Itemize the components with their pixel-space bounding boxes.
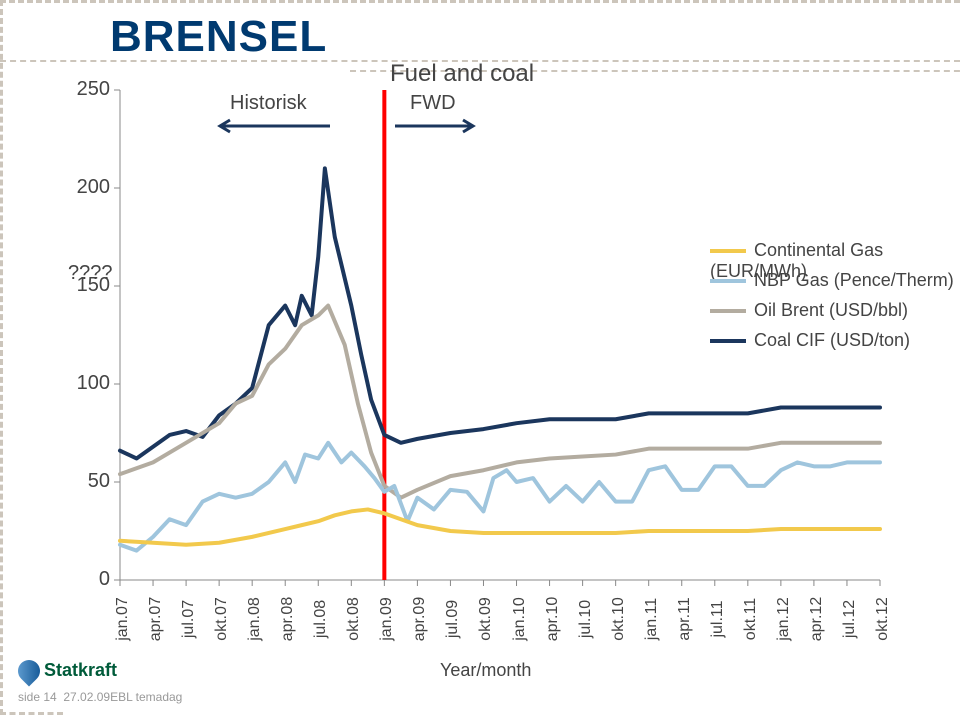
footer-text: side 14 27.02.09EBL temadag bbox=[18, 690, 182, 704]
page-title: BRENSEL bbox=[110, 12, 327, 62]
chart-subtitle: Fuel and coal bbox=[390, 60, 534, 88]
x-axis-title: Year/month bbox=[440, 660, 531, 681]
statkraft-logo: Statkraft bbox=[18, 660, 117, 682]
